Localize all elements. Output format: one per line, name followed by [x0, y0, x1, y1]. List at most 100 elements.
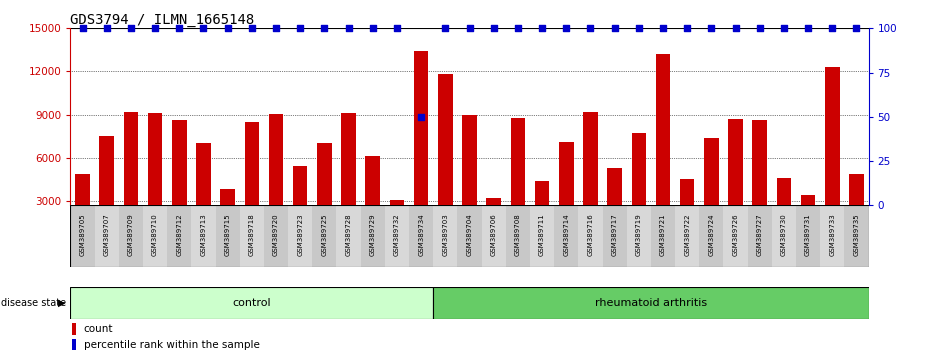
Bar — [288, 205, 313, 267]
Bar — [578, 205, 603, 267]
Bar — [655, 54, 670, 244]
Text: GSM389727: GSM389727 — [757, 214, 762, 256]
Bar — [317, 143, 331, 244]
Bar — [409, 205, 433, 267]
Bar — [269, 114, 284, 244]
Text: GSM389721: GSM389721 — [660, 214, 666, 256]
Text: GSM389709: GSM389709 — [128, 214, 134, 256]
Point — [390, 25, 405, 31]
Text: GDS3794 / ILMN_1665148: GDS3794 / ILMN_1665148 — [70, 13, 254, 27]
Bar — [72, 339, 76, 350]
Text: GSM389710: GSM389710 — [152, 214, 158, 256]
Point — [511, 25, 526, 31]
Bar — [124, 112, 138, 244]
Bar — [264, 205, 288, 267]
Bar — [244, 122, 259, 244]
Bar — [361, 205, 385, 267]
Bar — [675, 205, 700, 267]
Bar — [530, 205, 554, 267]
Text: ▶: ▶ — [58, 298, 66, 308]
Bar — [336, 205, 361, 267]
Bar — [608, 168, 622, 244]
Text: GSM389718: GSM389718 — [249, 214, 254, 256]
Bar — [535, 181, 549, 244]
Bar — [482, 205, 506, 267]
Text: disease state: disease state — [1, 298, 66, 308]
Text: rheumatoid arthritis: rheumatoid arthritis — [594, 298, 707, 308]
Bar — [72, 323, 76, 335]
Text: count: count — [84, 324, 113, 334]
Point — [849, 25, 864, 31]
Bar — [433, 287, 869, 319]
Text: GSM389706: GSM389706 — [491, 214, 497, 256]
Text: GSM389726: GSM389726 — [732, 214, 739, 256]
Bar — [849, 174, 864, 244]
Text: GSM389722: GSM389722 — [685, 214, 690, 256]
Point — [438, 25, 453, 31]
Bar — [390, 200, 404, 244]
Text: GSM389712: GSM389712 — [177, 214, 182, 256]
Bar — [147, 113, 162, 244]
Bar — [583, 112, 598, 244]
Text: GSM389711: GSM389711 — [539, 214, 545, 256]
Text: GSM389725: GSM389725 — [321, 214, 328, 256]
Bar — [700, 205, 723, 267]
Point — [631, 25, 646, 31]
Bar — [486, 198, 500, 244]
Point — [316, 25, 331, 31]
Point — [75, 25, 90, 31]
Point — [341, 25, 356, 31]
Bar — [341, 113, 356, 244]
Text: GSM389719: GSM389719 — [636, 214, 641, 256]
Point — [608, 25, 623, 31]
Bar — [506, 205, 530, 267]
Bar — [167, 205, 192, 267]
Bar — [772, 205, 796, 267]
Text: GSM389703: GSM389703 — [442, 214, 448, 256]
Text: GSM389734: GSM389734 — [418, 214, 424, 256]
Text: GSM389705: GSM389705 — [80, 214, 85, 256]
Bar — [439, 74, 453, 244]
Point — [244, 25, 259, 31]
Bar — [777, 178, 792, 244]
Bar — [626, 205, 651, 267]
Text: GSM389715: GSM389715 — [224, 214, 231, 256]
Point — [680, 25, 695, 31]
Bar — [796, 205, 820, 267]
Point — [413, 114, 428, 120]
Bar — [95, 205, 119, 267]
Point — [704, 25, 719, 31]
Bar — [70, 287, 433, 319]
Point — [534, 25, 549, 31]
Point — [752, 25, 767, 31]
Point — [655, 25, 670, 31]
Point — [365, 25, 380, 31]
Bar — [559, 142, 574, 244]
Text: GSM389735: GSM389735 — [854, 214, 859, 256]
Bar — [554, 205, 578, 267]
Point — [220, 25, 235, 31]
Text: GSM389733: GSM389733 — [829, 214, 836, 256]
Text: GSM389708: GSM389708 — [515, 214, 521, 256]
Text: GSM389732: GSM389732 — [394, 214, 400, 256]
Text: GSM389707: GSM389707 — [103, 214, 110, 256]
Text: GSM389728: GSM389728 — [346, 214, 351, 256]
Point — [100, 25, 115, 31]
Bar — [457, 205, 482, 267]
Bar — [192, 205, 216, 267]
Bar — [825, 67, 839, 244]
Bar — [723, 205, 747, 267]
Text: GSM389717: GSM389717 — [611, 214, 618, 256]
Bar — [365, 156, 380, 244]
Bar — [172, 120, 187, 244]
Bar — [293, 166, 307, 244]
Bar — [680, 179, 695, 244]
Bar — [704, 138, 718, 244]
Point — [293, 25, 308, 31]
Point — [123, 25, 138, 31]
Point — [172, 25, 187, 31]
Text: GSM389714: GSM389714 — [563, 214, 569, 256]
Text: GSM389731: GSM389731 — [805, 214, 811, 256]
Bar — [801, 195, 815, 244]
Point — [777, 25, 792, 31]
